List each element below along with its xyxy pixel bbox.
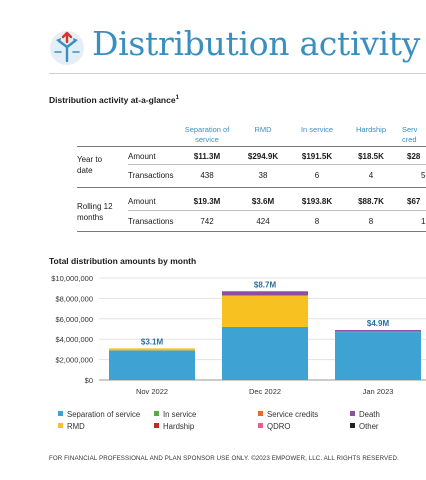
row-label-amount: Amount bbox=[128, 152, 156, 161]
legend-label: QDRO bbox=[267, 422, 291, 431]
legend-swatch bbox=[58, 411, 63, 416]
legend-label: Separation of service bbox=[67, 410, 141, 419]
bar-segment bbox=[222, 295, 308, 296]
value-cell: 1 bbox=[421, 217, 426, 226]
legend-item: Death bbox=[350, 410, 380, 419]
value-cell: 424 bbox=[256, 217, 270, 226]
x-tick-label: Nov 2022 bbox=[136, 387, 168, 396]
title-divider bbox=[49, 73, 426, 74]
value-cell: 742 bbox=[200, 217, 214, 226]
legend-label: In service bbox=[163, 410, 197, 419]
value-cell: $28 bbox=[407, 152, 421, 161]
group-label-ytd: Year to date bbox=[77, 155, 103, 175]
row-label-amount: Amount bbox=[128, 197, 156, 206]
value-cell: 8 bbox=[314, 217, 320, 226]
bar-total-label: $4.9M bbox=[367, 319, 390, 328]
col-header-hardship: Hardship bbox=[355, 125, 386, 134]
y-tick-label: $6,000,000 bbox=[55, 315, 93, 324]
bar-segment bbox=[222, 326, 308, 380]
bar-segment bbox=[335, 330, 421, 332]
bar-segment bbox=[109, 348, 195, 351]
value-cell: $11.3M bbox=[193, 152, 221, 161]
y-tick-label: $4,000,000 bbox=[55, 335, 93, 344]
value-cell: $67 bbox=[407, 197, 421, 206]
col-header-rmd: RMD bbox=[254, 125, 272, 134]
legend-swatch bbox=[350, 423, 355, 428]
row-label-transactions: Transactions bbox=[128, 171, 174, 180]
y-tick-label: $10,000,000 bbox=[51, 274, 93, 283]
y-tick-label: $0 bbox=[85, 376, 93, 385]
bar-total-label: $3.1M bbox=[141, 337, 164, 346]
value-cell: 6 bbox=[314, 171, 320, 180]
legend-item: In service bbox=[154, 410, 196, 419]
row-rule bbox=[128, 164, 426, 165]
chart-legend: Separation of service In service Service c… bbox=[58, 410, 426, 440]
bar-total-label: $8.7M bbox=[254, 280, 277, 289]
legend-swatch bbox=[350, 411, 355, 416]
group-rule bbox=[77, 187, 426, 188]
glance-table: Separation of service RMD In service Hard… bbox=[49, 120, 426, 240]
col-header-in-service: In service bbox=[300, 125, 334, 134]
bar-segment bbox=[335, 332, 421, 380]
footer-disclaimer: FOR FINANCIAL PROFESSIONAL AND PLAN SPON… bbox=[49, 455, 399, 462]
y-tick-label: $2,000,000 bbox=[55, 356, 93, 365]
bar-segment bbox=[222, 291, 308, 296]
value-cell: 438 bbox=[200, 171, 214, 180]
legend-swatch bbox=[154, 423, 159, 428]
row-rule bbox=[128, 210, 426, 211]
chart-title: Total distribution amounts by month bbox=[49, 256, 197, 266]
legend-swatch bbox=[154, 411, 159, 416]
value-cell: $191.5K bbox=[301, 152, 333, 161]
legend-item: Service credits bbox=[258, 410, 318, 419]
value-cell: 5 bbox=[421, 171, 426, 180]
col-header-service-credits: Serv cred bbox=[402, 125, 418, 144]
value-cell: 8 bbox=[368, 217, 374, 226]
y-tick-label: $8,000,000 bbox=[55, 294, 93, 303]
table-bottom-rule bbox=[77, 231, 426, 232]
value-cell: $88.7K bbox=[358, 197, 384, 206]
row-label-transactions: Transactions bbox=[128, 217, 174, 226]
page-header: Distribution activity bbox=[0, 0, 426, 74]
legend-label: Other bbox=[359, 422, 379, 431]
legend-label: Hardship bbox=[163, 422, 195, 431]
legend-item: Separation of service bbox=[58, 410, 140, 419]
bar-segment bbox=[335, 331, 421, 333]
value-cell: 38 bbox=[258, 171, 268, 180]
legend-swatch bbox=[258, 423, 263, 428]
value-cell: $193.8K bbox=[301, 197, 333, 206]
distribution-chart: $0 $2,000,000 $4,000,000 $6,000,000 $8,000,0… bbox=[51, 274, 426, 396]
value-cell: $19.3M bbox=[193, 197, 221, 206]
header-rule bbox=[77, 146, 426, 147]
legend-label: Service credits bbox=[267, 410, 319, 419]
glance-title: Distribution activity at-a-glance1 bbox=[49, 95, 179, 105]
crossroads-arrows-icon bbox=[50, 31, 84, 65]
legend-item: QDRO bbox=[258, 422, 290, 431]
legend-label: RMD bbox=[67, 422, 85, 431]
value-cell: $294.9K bbox=[247, 152, 279, 161]
value-cell: $3.6M bbox=[251, 197, 275, 206]
group-label-rolling: Rolling 12 months bbox=[77, 202, 113, 222]
legend-item: RMD bbox=[58, 422, 85, 431]
value-cell: $18.5K bbox=[358, 152, 384, 161]
page-title: Distribution activity bbox=[92, 24, 421, 63]
legend-swatch bbox=[258, 411, 263, 416]
legend-item: Other bbox=[350, 422, 379, 431]
glance-title-text: Distribution activity at-a-glance bbox=[49, 95, 176, 105]
legend-label: Death bbox=[359, 410, 380, 419]
x-tick-label: Dec 2022 bbox=[249, 387, 281, 396]
col-header-separation: Separation of service bbox=[184, 125, 230, 144]
legend-item: Hardship bbox=[154, 422, 194, 431]
value-cell: 4 bbox=[368, 171, 374, 180]
x-tick-label: Jan 2023 bbox=[363, 387, 394, 396]
legend-swatch bbox=[58, 423, 63, 428]
bar-segment bbox=[222, 295, 308, 327]
bar-segment bbox=[109, 350, 195, 380]
footnote-mark: 1 bbox=[175, 95, 179, 102]
